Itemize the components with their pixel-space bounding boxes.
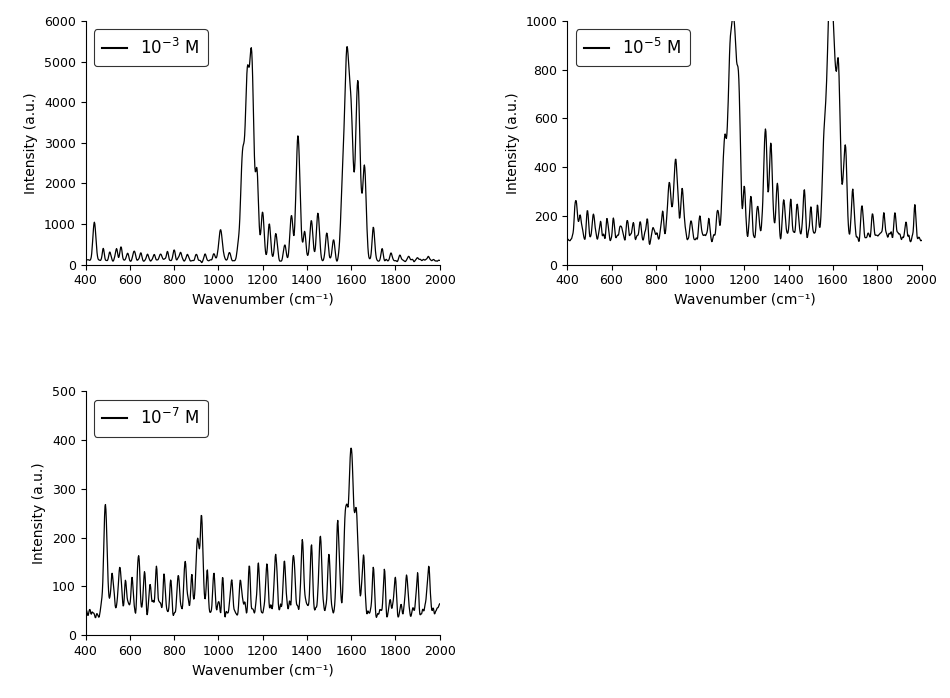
X-axis label: Wavenumber (cm⁻¹): Wavenumber (cm⁻¹) (192, 293, 333, 307)
Legend: $10^{-7}$ M: $10^{-7}$ M (94, 400, 208, 436)
Y-axis label: Intensity (a.u.): Intensity (a.u.) (32, 463, 47, 564)
X-axis label: Wavenumber (cm⁻¹): Wavenumber (cm⁻¹) (674, 293, 815, 307)
Legend: $10^{-5}$ M: $10^{-5}$ M (576, 29, 690, 66)
Legend: $10^{-3}$ M: $10^{-3}$ M (94, 29, 208, 66)
Y-axis label: Intensity (a.u.): Intensity (a.u.) (24, 92, 38, 193)
X-axis label: Wavenumber (cm⁻¹): Wavenumber (cm⁻¹) (192, 664, 333, 678)
Y-axis label: Intensity (a.u.): Intensity (a.u.) (506, 92, 520, 193)
